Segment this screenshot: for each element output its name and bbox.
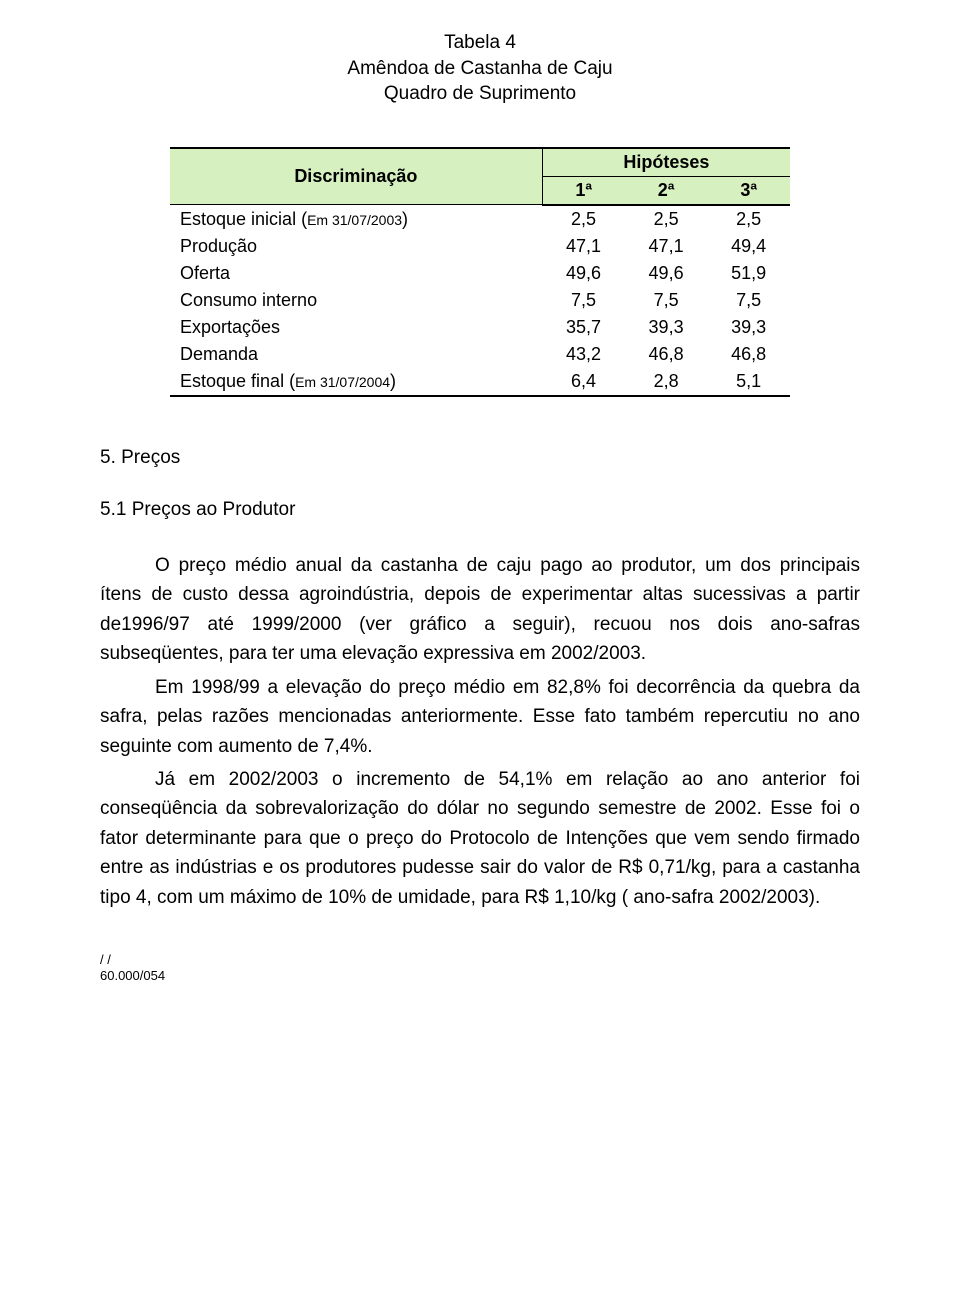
cell: 47,1 <box>542 233 625 260</box>
row-label-small: Em 31/07/2004 <box>295 374 390 390</box>
title-line2: Amêndoa de Castanha de Caju <box>100 56 860 82</box>
footer-line2: 60.000/054 <box>100 968 860 984</box>
cell: 39,3 <box>707 314 790 341</box>
cell: 2,8 <box>625 368 708 396</box>
cell: 46,8 <box>707 341 790 368</box>
cell: 2,5 <box>542 205 625 233</box>
cell: 43,2 <box>542 341 625 368</box>
col-2a: 2ª <box>625 176 708 205</box>
cell: 2,5 <box>625 205 708 233</box>
supply-table: Discriminação Hipóteses 1ª 2ª 3ª Estoque… <box>170 147 790 397</box>
paragraph: O preço médio anual da castanha de caju … <box>100 551 860 669</box>
cell: 47,1 <box>625 233 708 260</box>
row-label: Oferta <box>170 260 542 287</box>
cell: 49,4 <box>707 233 790 260</box>
cell: 39,3 <box>625 314 708 341</box>
row-label: Estoque final ( <box>180 371 295 391</box>
cell: 49,6 <box>542 260 625 287</box>
table-row: Consumo interno 7,5 7,5 7,5 <box>170 287 790 314</box>
row-label-end: ) <box>390 371 396 391</box>
cell: 7,5 <box>707 287 790 314</box>
section-heading: 5. Preços <box>100 447 860 469</box>
row-label: Consumo interno <box>170 287 542 314</box>
title-line1: Tabela 4 <box>100 30 860 56</box>
table-row: Demanda 43,2 46,8 46,8 <box>170 341 790 368</box>
cell: 51,9 <box>707 260 790 287</box>
cell: 2,5 <box>707 205 790 233</box>
cell: 7,5 <box>625 287 708 314</box>
paragraph: Já em 2002/2003 o incremento de 54,1% em… <box>100 765 860 912</box>
table-row: Exportações 35,7 39,3 39,3 <box>170 314 790 341</box>
cell: 7,5 <box>542 287 625 314</box>
col-3a: 3ª <box>707 176 790 205</box>
cell: 6,4 <box>542 368 625 396</box>
paragraph: Em 1998/99 a elevação do preço médio em … <box>100 673 860 761</box>
cell: 49,6 <box>625 260 708 287</box>
row-label-small: Em 31/07/2003 <box>307 212 402 228</box>
row-label: Exportações <box>170 314 542 341</box>
table-row: Produção 47,1 47,1 49,4 <box>170 233 790 260</box>
row-label: Produção <box>170 233 542 260</box>
title-line3: Quadro de Suprimento <box>100 81 860 107</box>
footer-line1: / / <box>100 952 860 968</box>
table-row: Estoque final (Em 31/07/2004) 6,4 2,8 5,… <box>170 368 790 396</box>
row-label-end: ) <box>402 209 408 229</box>
col-1a: 1ª <box>542 176 625 205</box>
row-label: Demanda <box>170 341 542 368</box>
table-row: Oferta 49,6 49,6 51,9 <box>170 260 790 287</box>
cell: 35,7 <box>542 314 625 341</box>
cell: 46,8 <box>625 341 708 368</box>
row-label: Estoque inicial ( <box>180 209 307 229</box>
subsection-heading: 5.1 Preços ao Produtor <box>100 499 860 521</box>
cell: 5,1 <box>707 368 790 396</box>
table-title: Tabela 4 Amêndoa de Castanha de Caju Qua… <box>100 30 860 107</box>
col-hipoteses: Hipóteses <box>542 148 790 177</box>
page-footer: / / 60.000/054 <box>100 952 860 983</box>
table-row: Estoque inicial (Em 31/07/2003) 2,5 2,5 … <box>170 205 790 233</box>
col-discriminacao: Discriminação <box>170 148 542 205</box>
